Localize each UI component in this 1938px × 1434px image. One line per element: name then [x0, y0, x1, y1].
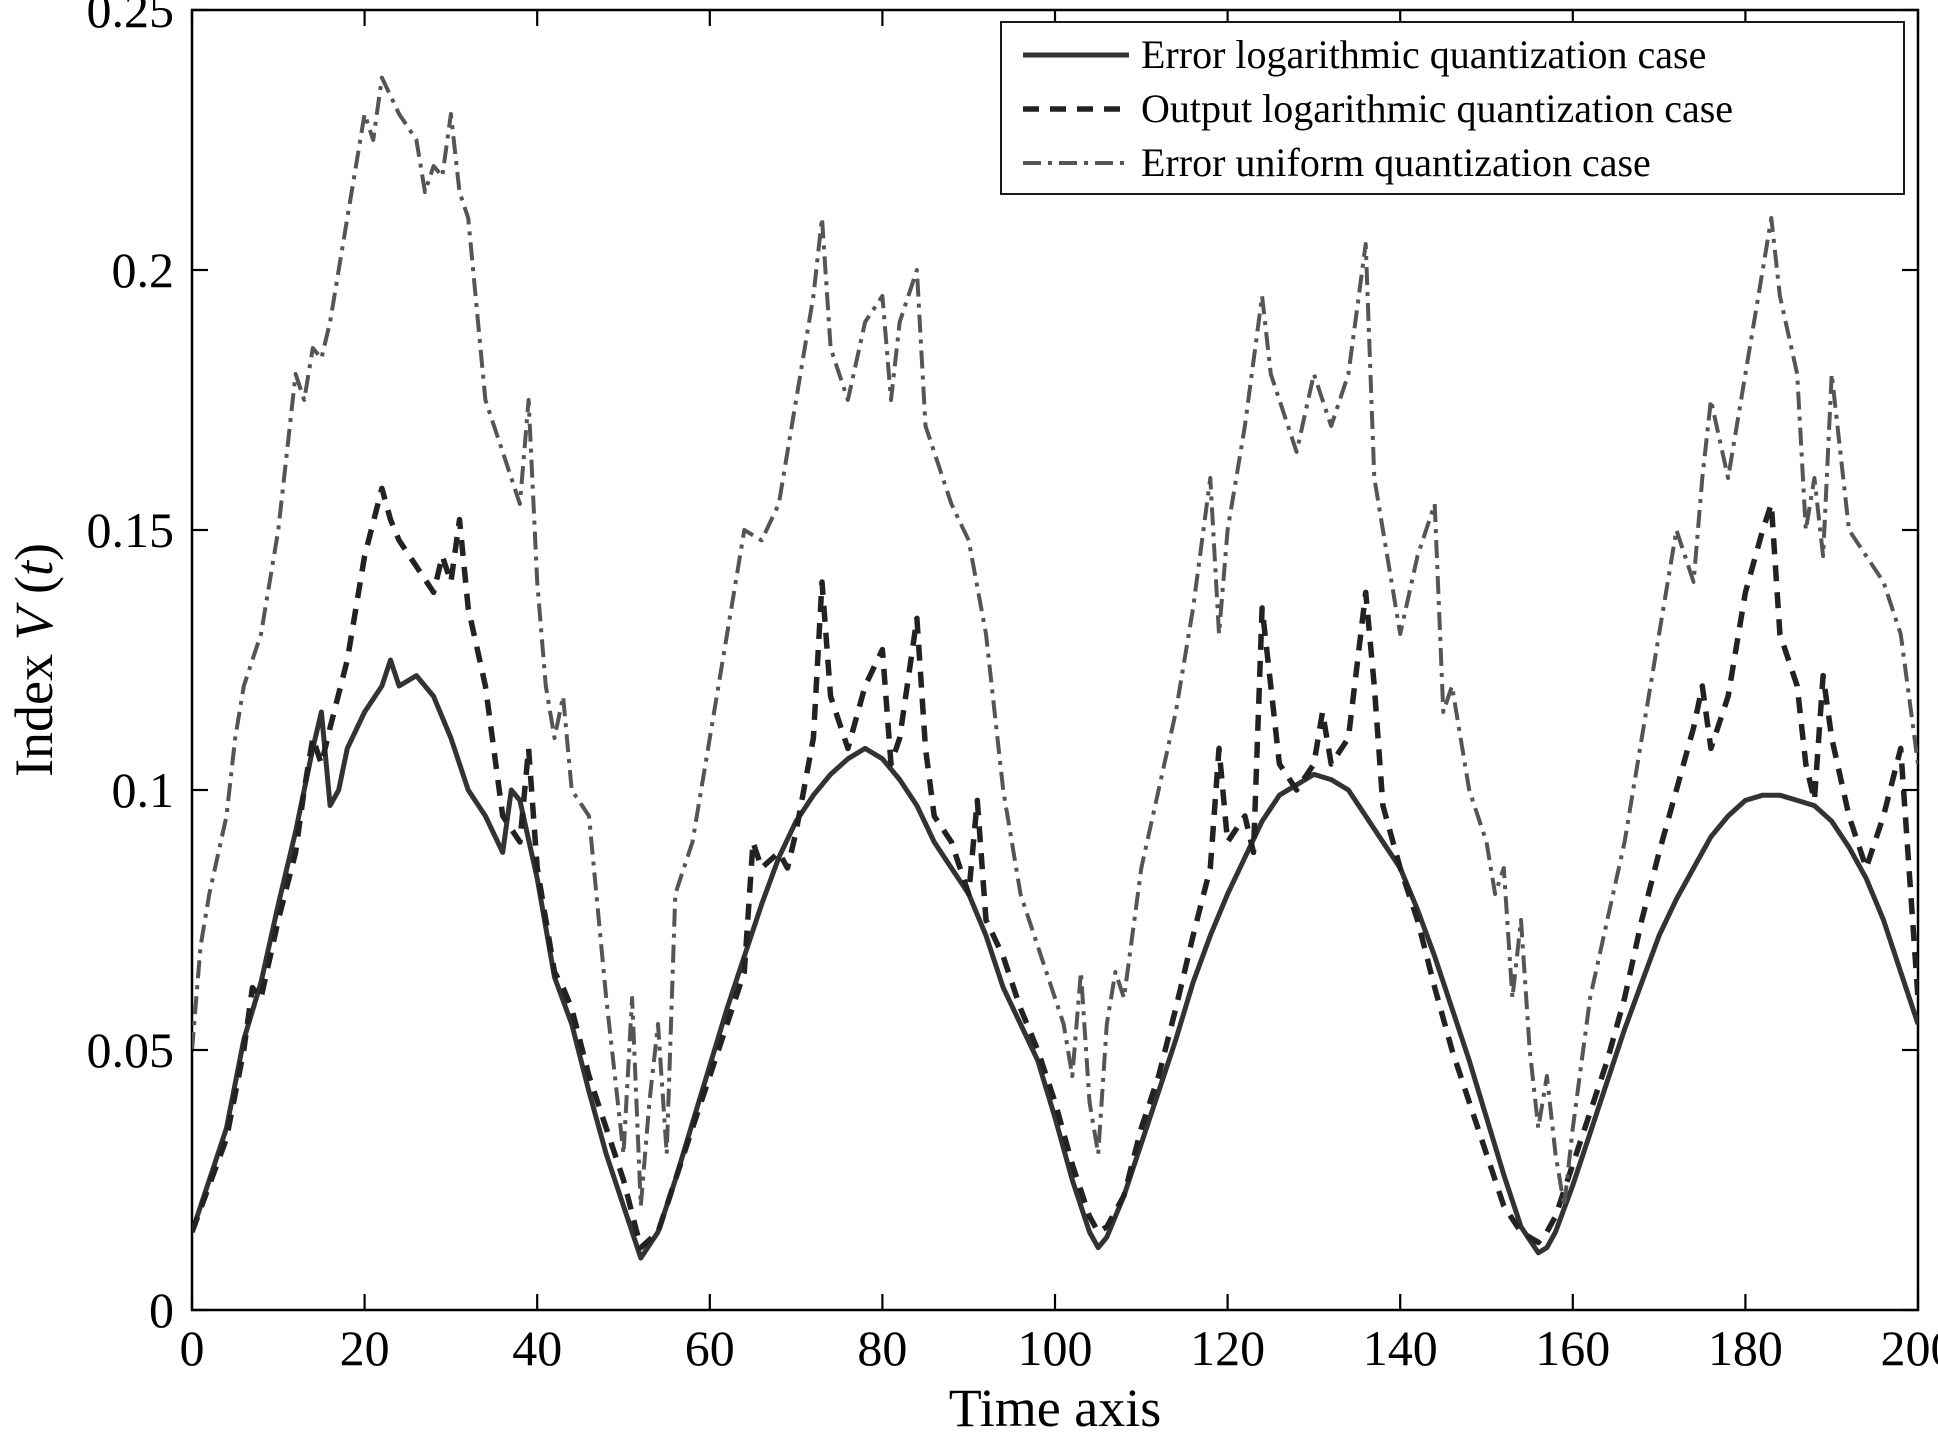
y-axis-title-part: Index [4, 641, 64, 777]
y-tick-label: 0.15 [87, 502, 175, 558]
y-tick-label: 0.1 [112, 762, 175, 818]
series-line-3 [192, 75, 1918, 1208]
legend-label-2: Output logarithmic quantization case [1141, 86, 1733, 131]
y-tick-label: 0.2 [112, 242, 175, 298]
x-tick-label: 100 [1018, 1320, 1093, 1376]
y-tick-label: 0 [149, 1282, 174, 1338]
x-tick-label: 160 [1535, 1320, 1610, 1376]
y-axis-title-part: ) [4, 543, 64, 561]
legend-box [1000, 21, 1905, 195]
series-line-1 [192, 657, 1918, 1261]
x-tick-label: 20 [340, 1320, 390, 1376]
x-tick-label: 200 [1881, 1320, 1938, 1376]
tick-layer: 0 20 40 60 80 100 120 140 160 180 200 0 0.05 0.1 0.15 0… [87, 0, 1938, 1376]
y-tick-label: 0.05 [87, 1022, 175, 1078]
x-tick-label: 0 [180, 1320, 205, 1376]
x-tick-label: 120 [1190, 1320, 1265, 1376]
x-tick-label: 140 [1363, 1320, 1438, 1376]
series-line-2 [192, 485, 1918, 1251]
y-axis-title: Index V (t) [4, 543, 64, 777]
legend-label-3: Error uniform quantization case [1141, 140, 1651, 185]
series-layer [192, 75, 1918, 1261]
legend-label-1: Error logarithmic quantization case [1141, 32, 1706, 77]
y-axis-title-part: V [4, 602, 64, 641]
y-axis-title-part: ( [4, 576, 64, 607]
x-axis-title: Time axis [949, 1378, 1162, 1434]
x-tick-label: 60 [685, 1320, 735, 1376]
x-tick-label: 80 [857, 1320, 907, 1376]
x-tick-label: 180 [1708, 1320, 1783, 1376]
x-tick-label: 40 [512, 1320, 562, 1376]
y-tick-label: 0.25 [87, 0, 175, 38]
legend: Error logarithmic quantization case Outpu… [1000, 21, 1905, 195]
y-axis-title-part: t [4, 559, 64, 576]
